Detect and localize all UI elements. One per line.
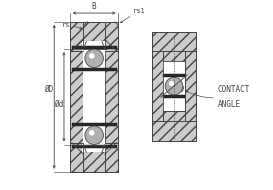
Text: rs1: rs1 <box>133 8 146 14</box>
Bar <box>70 142 118 172</box>
Circle shape <box>89 53 94 59</box>
Bar <box>152 51 163 121</box>
Circle shape <box>85 49 103 68</box>
Bar <box>84 51 105 142</box>
Circle shape <box>85 126 103 145</box>
Text: rs: rs <box>62 22 70 28</box>
Polygon shape <box>84 145 105 152</box>
Bar <box>84 49 105 145</box>
Text: CONTACT: CONTACT <box>218 85 250 94</box>
Polygon shape <box>82 142 106 152</box>
Text: B: B <box>92 2 96 11</box>
Bar <box>72 46 117 49</box>
Bar <box>163 51 185 61</box>
Bar <box>152 32 196 51</box>
Bar <box>163 74 185 77</box>
Bar <box>105 51 118 142</box>
Bar <box>72 123 117 126</box>
Polygon shape <box>82 41 106 51</box>
Bar <box>72 145 117 148</box>
Bar <box>70 51 84 142</box>
Circle shape <box>165 77 183 95</box>
Bar <box>185 51 196 121</box>
Bar <box>152 121 196 141</box>
Text: Ød: Ød <box>54 100 63 109</box>
Bar <box>84 145 105 172</box>
Bar <box>163 95 185 98</box>
Bar <box>163 111 185 121</box>
Bar <box>84 22 105 49</box>
Text: ANGLE: ANGLE <box>218 100 241 109</box>
Circle shape <box>169 81 174 86</box>
Bar <box>163 51 185 121</box>
Bar <box>70 22 118 51</box>
Polygon shape <box>84 41 105 49</box>
Bar <box>163 61 185 111</box>
Text: ØD: ØD <box>44 85 53 93</box>
Bar <box>152 32 196 141</box>
Bar <box>72 68 117 71</box>
Circle shape <box>89 130 94 136</box>
